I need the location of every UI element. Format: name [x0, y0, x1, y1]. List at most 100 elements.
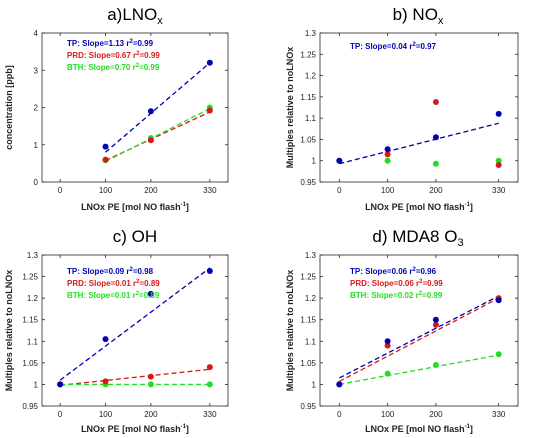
point-bth	[495, 351, 502, 358]
y-tick-label: 1.25	[300, 50, 316, 59]
point-tp	[206, 267, 213, 274]
point-tp	[432, 316, 439, 323]
y-tick-label: 1.15	[300, 316, 316, 325]
x-tick-label: 330	[203, 410, 217, 419]
slope-annotation-text: PRD: Slope=0.06 r	[350, 279, 419, 288]
point-prd	[384, 342, 391, 349]
x-axis-label-text: LNOx PE [mol NO flash	[365, 202, 465, 212]
slope-annotation-value: =0.99	[139, 63, 160, 72]
slope-annotation-text: BTH: Slope=0.70 r	[67, 63, 136, 72]
panel-3: 0 100 200 330 0.95 1 1.05 1.1 1.15 1.2 1.25 1.3 d) M…	[285, 227, 519, 434]
slope-annotation-superscript: 2	[136, 291, 140, 297]
y-tick-label: 1.3	[305, 29, 317, 38]
slope-annotation-bth: BTH: Slope=0.70 r2=0.99	[67, 63, 160, 72]
slope-annotation-superscript: 2	[419, 279, 423, 285]
y-tick-label: 0.95	[300, 178, 316, 187]
point-prd	[495, 161, 502, 168]
point-tp	[147, 290, 154, 297]
panel-title: a)LNOx	[107, 5, 163, 27]
point-bth	[147, 381, 154, 388]
x-tick-label: 0	[337, 186, 342, 195]
point-tp	[384, 338, 391, 345]
panel-title: b) NOx	[393, 5, 444, 27]
x-axis-label-text: LNOx PE [mol NO flash	[365, 424, 465, 434]
y-tick-label: 1.1	[305, 114, 317, 123]
y-tick-label: 1.25	[300, 273, 316, 282]
slope-annotation-prd: PRD: Slope=0.01 r2=0.89	[67, 279, 160, 288]
point-prd	[102, 378, 109, 385]
x-axis-label-end: ]	[470, 424, 473, 434]
y-tick-label: 0	[34, 178, 39, 187]
x-tick-label: 200	[429, 186, 443, 195]
slope-annotation-text: TP: Slope=1.13 r	[67, 39, 129, 48]
slope-annotation-text: PRD: Slope=0.67 r	[67, 51, 136, 60]
y-axis-label: Multiples relative to noLNOx	[285, 270, 295, 392]
x-tick-label: 100	[99, 410, 113, 419]
point-tp	[384, 146, 391, 153]
x-axis-label: LNOx PE [mol NO flash-1]	[365, 202, 473, 212]
point-bth	[432, 160, 439, 167]
point-tp	[495, 297, 502, 304]
slope-annotation-value: =0.89	[139, 291, 160, 300]
y-tick-label: 1.05	[300, 135, 316, 144]
slope-annotation-superscript: 2	[412, 267, 416, 273]
y-tick-label: 1	[34, 141, 39, 150]
point-tp	[102, 336, 109, 343]
slope-annotation-prd: PRD: Slope=0.06 r2=0.99	[350, 279, 443, 288]
y-tick-label: 1.1	[305, 337, 317, 346]
slope-annotation-text: TP: Slope=0.09 r	[67, 267, 129, 276]
panel-title-main: d) MDA8 O	[372, 227, 457, 246]
slope-annotation-tp: TP: Slope=1.13 r2=0.99	[67, 39, 154, 48]
slope-annotation-text: PRD: Slope=0.01 r	[67, 279, 136, 288]
point-tp	[432, 134, 439, 141]
panel-1: 0 100 200 330 0.95 1 1.05 1.1 1.15 1.2 1.25 1.3 b) N…	[285, 5, 519, 212]
point-bth	[384, 157, 391, 164]
plot-frame	[319, 254, 519, 407]
x-axis-label-superscript: -1	[181, 424, 187, 430]
point-prd	[432, 98, 439, 105]
slope-annotation-tp: TP: Slope=0.06 r2=0.96	[350, 267, 437, 276]
y-tick-label: 1.3	[305, 251, 317, 260]
y-tick-label: 1.05	[22, 359, 38, 368]
y-tick-label: 1.15	[300, 93, 316, 102]
y-tick-label: 4	[34, 29, 39, 38]
point-prd	[432, 321, 439, 328]
panel-title-subscript: 3	[457, 237, 463, 249]
slope-annotation-bth: BTH: Slope=0.01 r2=0.89	[67, 291, 160, 300]
x-tick-label: 0	[337, 410, 342, 419]
point-prd	[147, 137, 154, 144]
y-axis-label: Multiples relative to noLNOx	[4, 270, 14, 392]
y-axis-label: concentration [ppb]	[4, 65, 14, 150]
x-axis-label-superscript: -1	[465, 202, 471, 208]
x-tick-label: 200	[144, 410, 158, 419]
x-axis-label-end: ]	[186, 202, 189, 212]
point-prd	[206, 364, 213, 371]
y-tick-label: 1.2	[305, 72, 317, 81]
slope-annotation-tp: TP: Slope=0.09 r2=0.98	[67, 267, 154, 276]
x-axis-label-end: ]	[470, 202, 473, 212]
plot-frame	[319, 32, 519, 183]
fit-line-bth	[105, 108, 211, 163]
panel-title: d) MDA8 O3	[372, 227, 463, 249]
fit-line-prd	[339, 297, 499, 382]
x-axis-label-text: LNOx PE [mol NO flash	[81, 424, 181, 434]
panel-0: 0 100 200 330 0 1 2 3 4 a)LNOx LNOx PE [mol NO fla…	[4, 5, 229, 212]
panel-title-subscript: x	[157, 15, 163, 27]
y-axis-label: Multiples relative to noLNOx	[285, 47, 295, 169]
point-bth	[384, 370, 391, 377]
point-tp	[147, 108, 154, 115]
slope-annotation-text: TP: Slope=0.04 r	[350, 42, 412, 51]
slope-annotation-value: =0.99	[422, 279, 443, 288]
y-tick-label: 1	[312, 380, 317, 389]
y-tick-label: 1.15	[22, 316, 38, 325]
y-tick-label: 1	[34, 380, 39, 389]
y-tick-label: 1.25	[22, 273, 38, 282]
point-bth	[495, 157, 502, 164]
x-tick-label: 330	[492, 186, 506, 195]
slope-annotation-value: =0.97	[416, 42, 437, 51]
y-tick-label: 1.3	[27, 251, 39, 260]
slope-annotation-tp: TP: Slope=0.04 r2=0.97	[350, 42, 437, 51]
y-tick-label: 1	[312, 157, 317, 166]
point-tp	[102, 143, 109, 150]
